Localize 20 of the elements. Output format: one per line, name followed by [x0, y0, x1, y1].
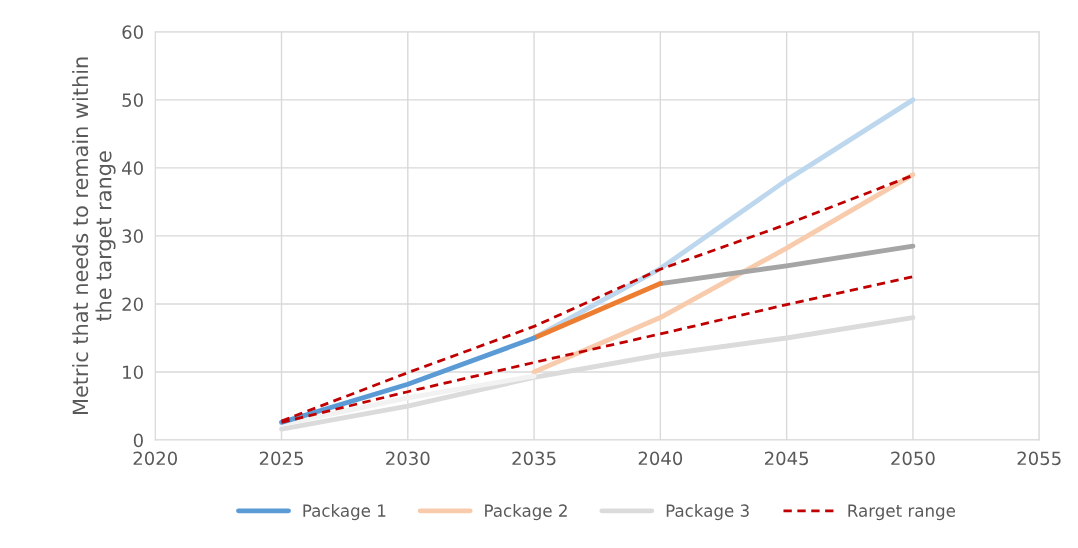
- x-tick-label: 2040: [638, 451, 683, 466]
- legend-label: Package 3: [666, 504, 749, 521]
- x-tick-label: 2025: [259, 451, 303, 466]
- y-tick-label: 60: [122, 25, 143, 39]
- x-tick-label: 2035: [512, 451, 556, 466]
- x-tick-label: 2050: [891, 451, 935, 466]
- y-axis-title: Metric that needs to remain within the target range: [72, 57, 116, 414]
- y-tick-label: 40: [122, 161, 143, 175]
- y-tick-label: 30: [122, 229, 143, 244]
- y-tick-label: 50: [122, 93, 143, 107]
- y-tick-label: 0: [133, 433, 143, 448]
- x-tick-label: 2030: [386, 451, 430, 466]
- y-tick-label: 20: [122, 297, 143, 312]
- y-tick-label: 10: [123, 365, 143, 380]
- x-tick-label: 2020: [133, 451, 178, 466]
- legend-label: Rarget range: [848, 504, 956, 521]
- legend-label: Package 1: [303, 504, 386, 521]
- x-tick-label: 2055: [1017, 451, 1061, 466]
- legend-label: Package 2: [485, 504, 567, 521]
- x-tick-label: 2045: [764, 451, 809, 466]
